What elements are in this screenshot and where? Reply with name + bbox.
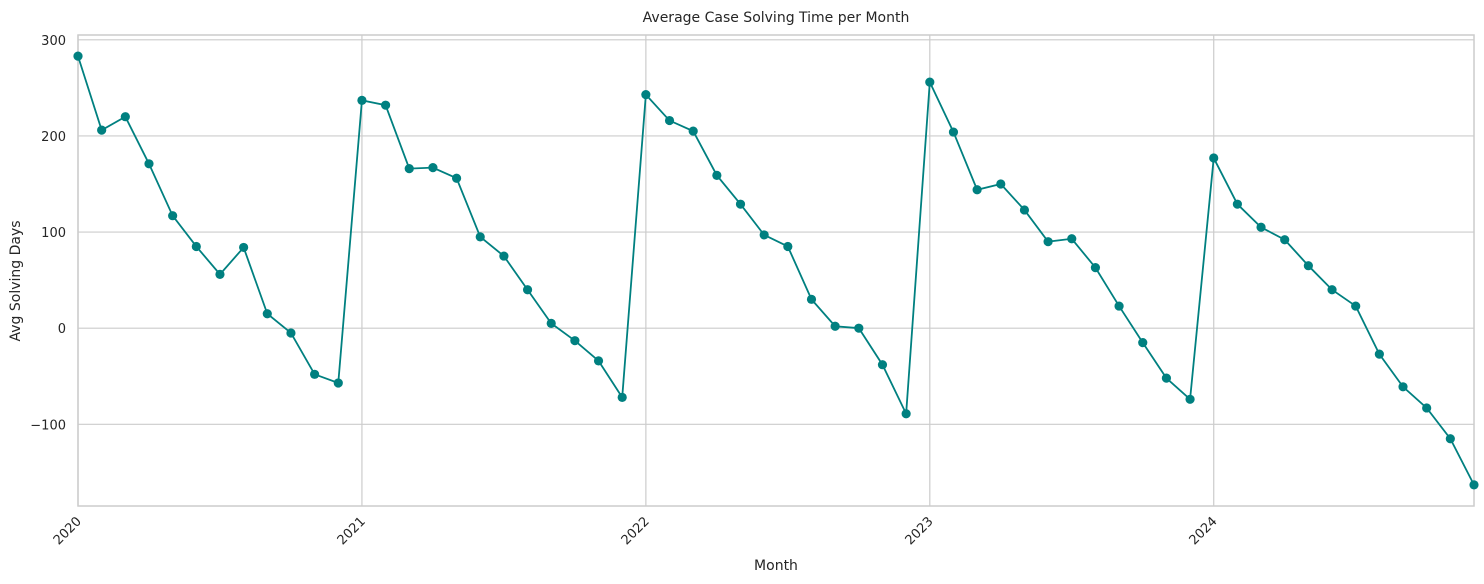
data-point bbox=[310, 369, 320, 379]
data-point bbox=[286, 328, 296, 338]
data-points bbox=[73, 51, 1479, 490]
data-point bbox=[759, 230, 769, 240]
data-point bbox=[475, 232, 485, 242]
data-point bbox=[1185, 394, 1195, 404]
data-point bbox=[1090, 263, 1101, 273]
data-point bbox=[522, 285, 533, 295]
data-point bbox=[1422, 403, 1432, 413]
data-point bbox=[357, 95, 367, 105]
data-point bbox=[830, 321, 840, 331]
data-point bbox=[1303, 261, 1313, 271]
data-point bbox=[570, 336, 580, 346]
data-point bbox=[546, 318, 556, 328]
data-point bbox=[783, 241, 793, 252]
series-line-path bbox=[77, 55, 1475, 486]
data-point bbox=[120, 112, 130, 122]
data-point bbox=[712, 170, 722, 180]
data-point bbox=[1398, 382, 1408, 392]
data-point bbox=[1161, 373, 1172, 383]
data-point bbox=[215, 269, 225, 279]
data-point bbox=[1374, 349, 1384, 359]
data-point bbox=[593, 356, 604, 366]
y-tick-label: 100 bbox=[41, 226, 66, 241]
data-point bbox=[168, 211, 178, 221]
y-tick-label: 300 bbox=[41, 34, 66, 49]
plot-frame bbox=[77, 34, 1475, 507]
data-point bbox=[1114, 301, 1124, 311]
y-tick-label: −100 bbox=[30, 418, 66, 433]
data-point bbox=[1043, 237, 1053, 247]
data-point bbox=[854, 323, 864, 333]
data-point bbox=[617, 392, 627, 402]
y-tick-label: 200 bbox=[41, 130, 66, 145]
data-point bbox=[262, 309, 272, 319]
data-point bbox=[1232, 199, 1242, 209]
data-point bbox=[996, 179, 1006, 189]
axes: −100 0 100 200 300 2020 2021 2022 2023 2024 bbox=[30, 34, 1475, 548]
data-point bbox=[664, 115, 675, 126]
data-point bbox=[1445, 434, 1455, 444]
data-point bbox=[1469, 480, 1479, 490]
x-tick-label: 2021 bbox=[335, 514, 369, 548]
data-point bbox=[428, 163, 438, 173]
data-point bbox=[1138, 337, 1148, 348]
data-point bbox=[641, 89, 651, 100]
data-point bbox=[1351, 301, 1361, 311]
data-point bbox=[73, 51, 83, 61]
data-point bbox=[333, 378, 343, 388]
data-point bbox=[499, 251, 509, 261]
data-point bbox=[925, 77, 935, 87]
series-line bbox=[77, 55, 1475, 486]
data-point bbox=[380, 100, 391, 110]
data-point bbox=[901, 409, 911, 419]
grid-lines bbox=[77, 35, 1474, 506]
x-tick-label: 2024 bbox=[1187, 514, 1221, 548]
x-axis-label: Month bbox=[754, 558, 798, 574]
data-point bbox=[877, 360, 888, 370]
data-point bbox=[1209, 153, 1219, 163]
data-point bbox=[97, 125, 107, 135]
data-point bbox=[1280, 235, 1290, 245]
data-point bbox=[1019, 205, 1030, 215]
data-point bbox=[806, 294, 817, 304]
data-point bbox=[451, 173, 462, 183]
data-point bbox=[735, 199, 746, 209]
data-point bbox=[948, 127, 959, 137]
x-tick-label: 2020 bbox=[51, 514, 85, 548]
data-point bbox=[144, 159, 154, 169]
x-tick-label: 2022 bbox=[619, 514, 653, 548]
data-point bbox=[1067, 234, 1077, 244]
y-tick-label: 0 bbox=[58, 322, 66, 337]
data-point bbox=[239, 242, 249, 253]
data-point bbox=[1327, 285, 1337, 295]
y-axis-label: Avg Solving Days bbox=[8, 220, 24, 341]
data-point bbox=[688, 126, 698, 136]
data-point bbox=[191, 241, 201, 252]
x-tick-label: 2023 bbox=[903, 514, 937, 548]
data-point bbox=[404, 164, 414, 174]
data-point bbox=[1256, 222, 1266, 232]
data-point bbox=[972, 185, 982, 195]
chart-title: Average Case Solving Time per Month bbox=[643, 10, 910, 26]
